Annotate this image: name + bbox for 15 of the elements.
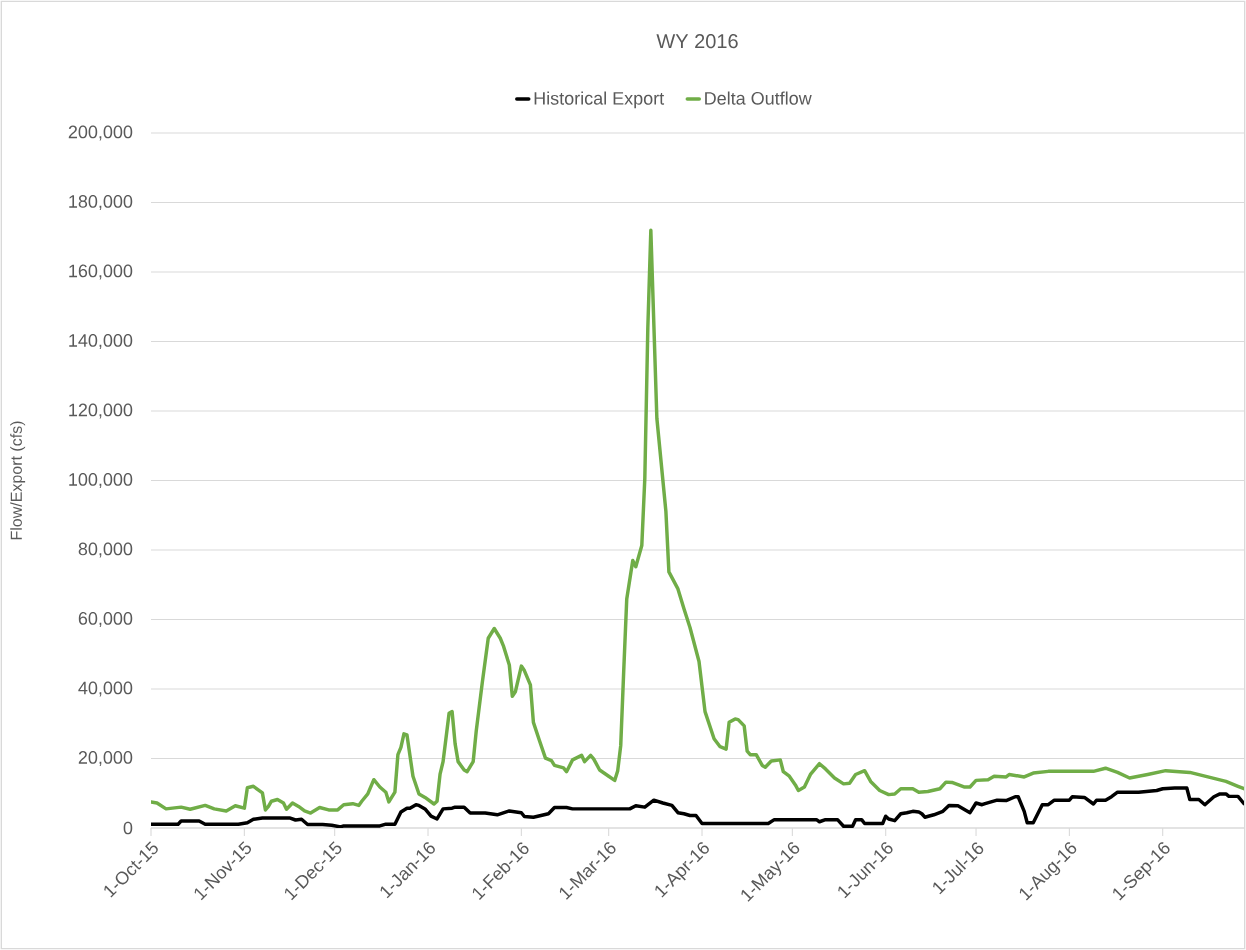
y-tick-label: 80,000 <box>78 542 133 558</box>
y-tick-label: 20,000 <box>78 751 133 766</box>
y-tick-label: 100,000 <box>69 473 133 488</box>
y-tick-label: 180,000 <box>69 195 133 210</box>
chart-title: WY 2016 <box>656 34 738 49</box>
y-tick-label: 140,000 <box>69 334 133 349</box>
legend-label: Historical Export <box>534 91 665 109</box>
y-tick-label: 120,000 <box>69 403 133 419</box>
y-tick-label: 40,000 <box>78 681 133 697</box>
legend-label: Delta Outflow <box>705 91 812 105</box>
y-axis-title: Flow/Export (cfs) <box>10 421 26 540</box>
y-tick-label: 60,000 <box>78 612 133 627</box>
y-tick-label: 160,000 <box>69 264 133 280</box>
y-tick-label: 200,000 <box>68 125 133 141</box>
y-tick-label: 0 <box>123 821 133 835</box>
